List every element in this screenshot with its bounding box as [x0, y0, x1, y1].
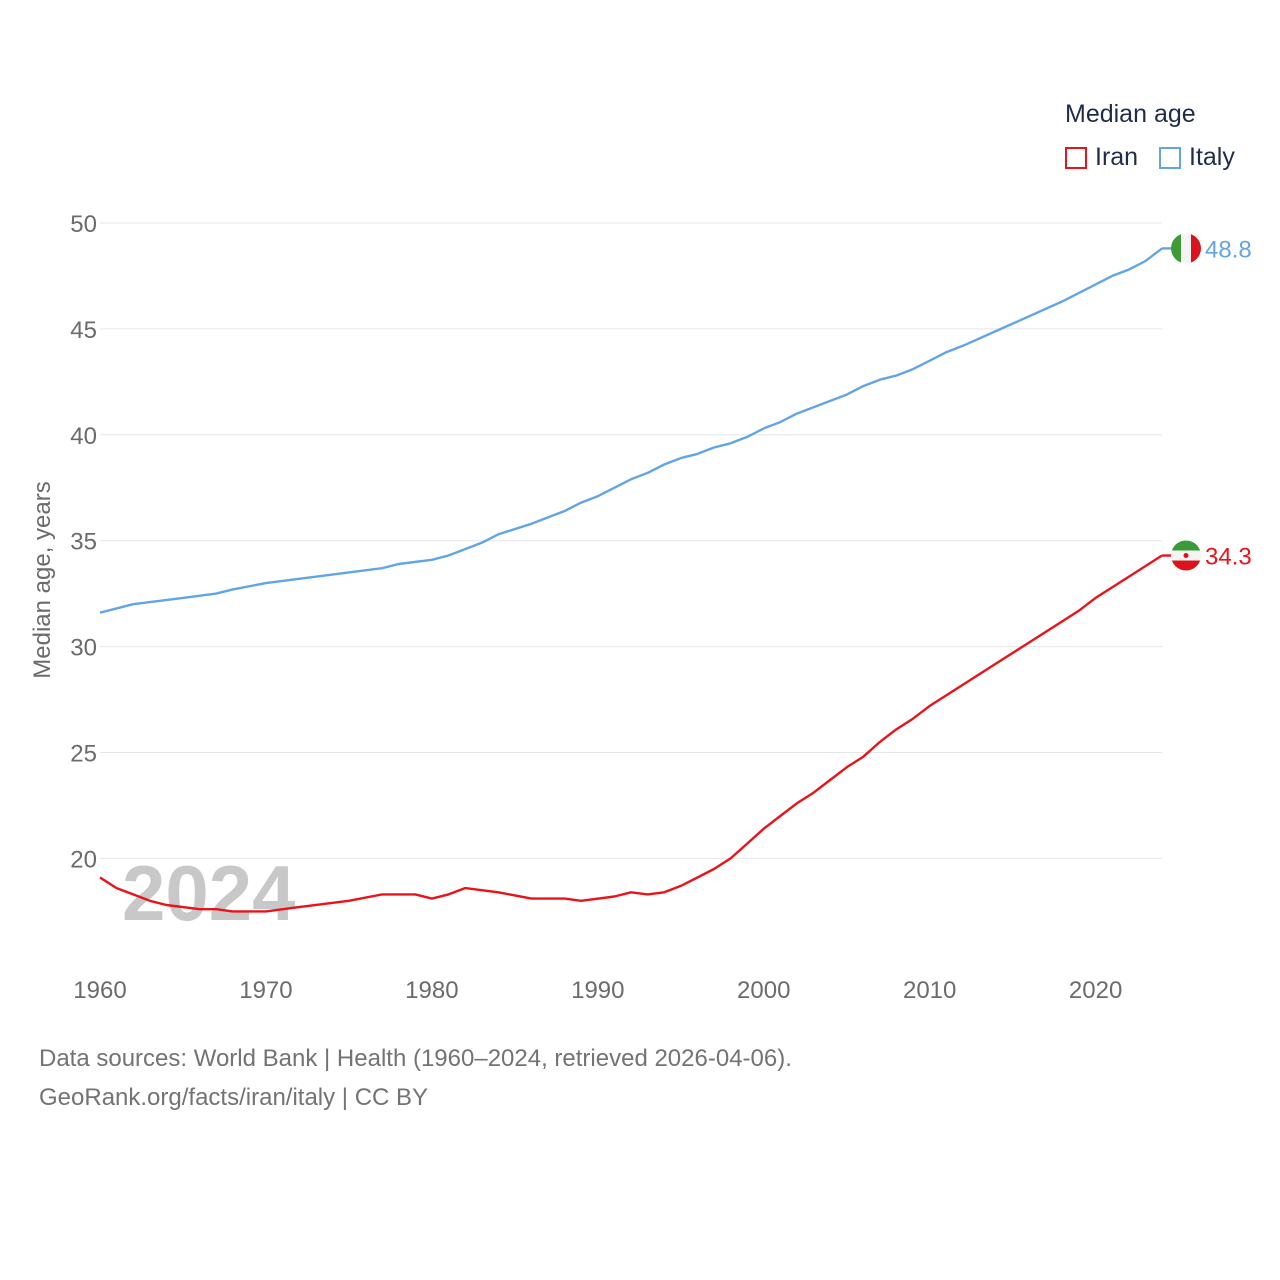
series-line-iran — [99, 554, 1163, 913]
y-tick-label: 50 — [70, 211, 97, 238]
flag-italy-icon — [1171, 233, 1201, 264]
x-tick-label: 1980 — [405, 977, 458, 1004]
x-tick-label: 2020 — [1069, 977, 1122, 1004]
y-tick-label: 30 — [70, 635, 97, 662]
x-tick-label: 1960 — [73, 977, 126, 1004]
y-tick-label: 25 — [70, 741, 97, 768]
x-tick-label: 2010 — [903, 977, 956, 1004]
x-tick-label: 1970 — [239, 977, 292, 1004]
y-axis-label: Median age, years — [29, 481, 56, 678]
y-tick-label: 45 — [70, 317, 97, 344]
series-line-italy — [99, 247, 1163, 614]
legend-item-italy[interactable]: Italy — [1159, 143, 1235, 172]
legend-swatch-iran — [1065, 146, 1087, 169]
legend-title: Median age — [1065, 100, 1196, 128]
x-tick-label: 2000 — [737, 977, 790, 1004]
legend-item-iran[interactable]: Iran — [1065, 143, 1138, 172]
y-tick-label: 40 — [70, 423, 97, 450]
legend-swatch-italy — [1159, 146, 1181, 169]
series-end-label-iran: 34.3 — [1205, 544, 1252, 571]
y-tick-label: 35 — [70, 529, 97, 556]
legend-label-italy: Italy — [1189, 143, 1235, 171]
x-tick-label: 1990 — [571, 977, 624, 1004]
series-end-label-italy: 48.8 — [1205, 236, 1252, 263]
y-tick-label: 20 — [70, 846, 97, 873]
footer-sources: Data sources: World Bank | Health (1960–… — [39, 1045, 792, 1072]
flag-iran-icon — [1171, 540, 1201, 571]
year-watermark: 2024 — [122, 849, 296, 937]
footer-credit[interactable]: GeoRank.org/facts/iran/italy | CC BY — [39, 1084, 429, 1111]
legend-label-iran: Iran — [1095, 143, 1139, 171]
